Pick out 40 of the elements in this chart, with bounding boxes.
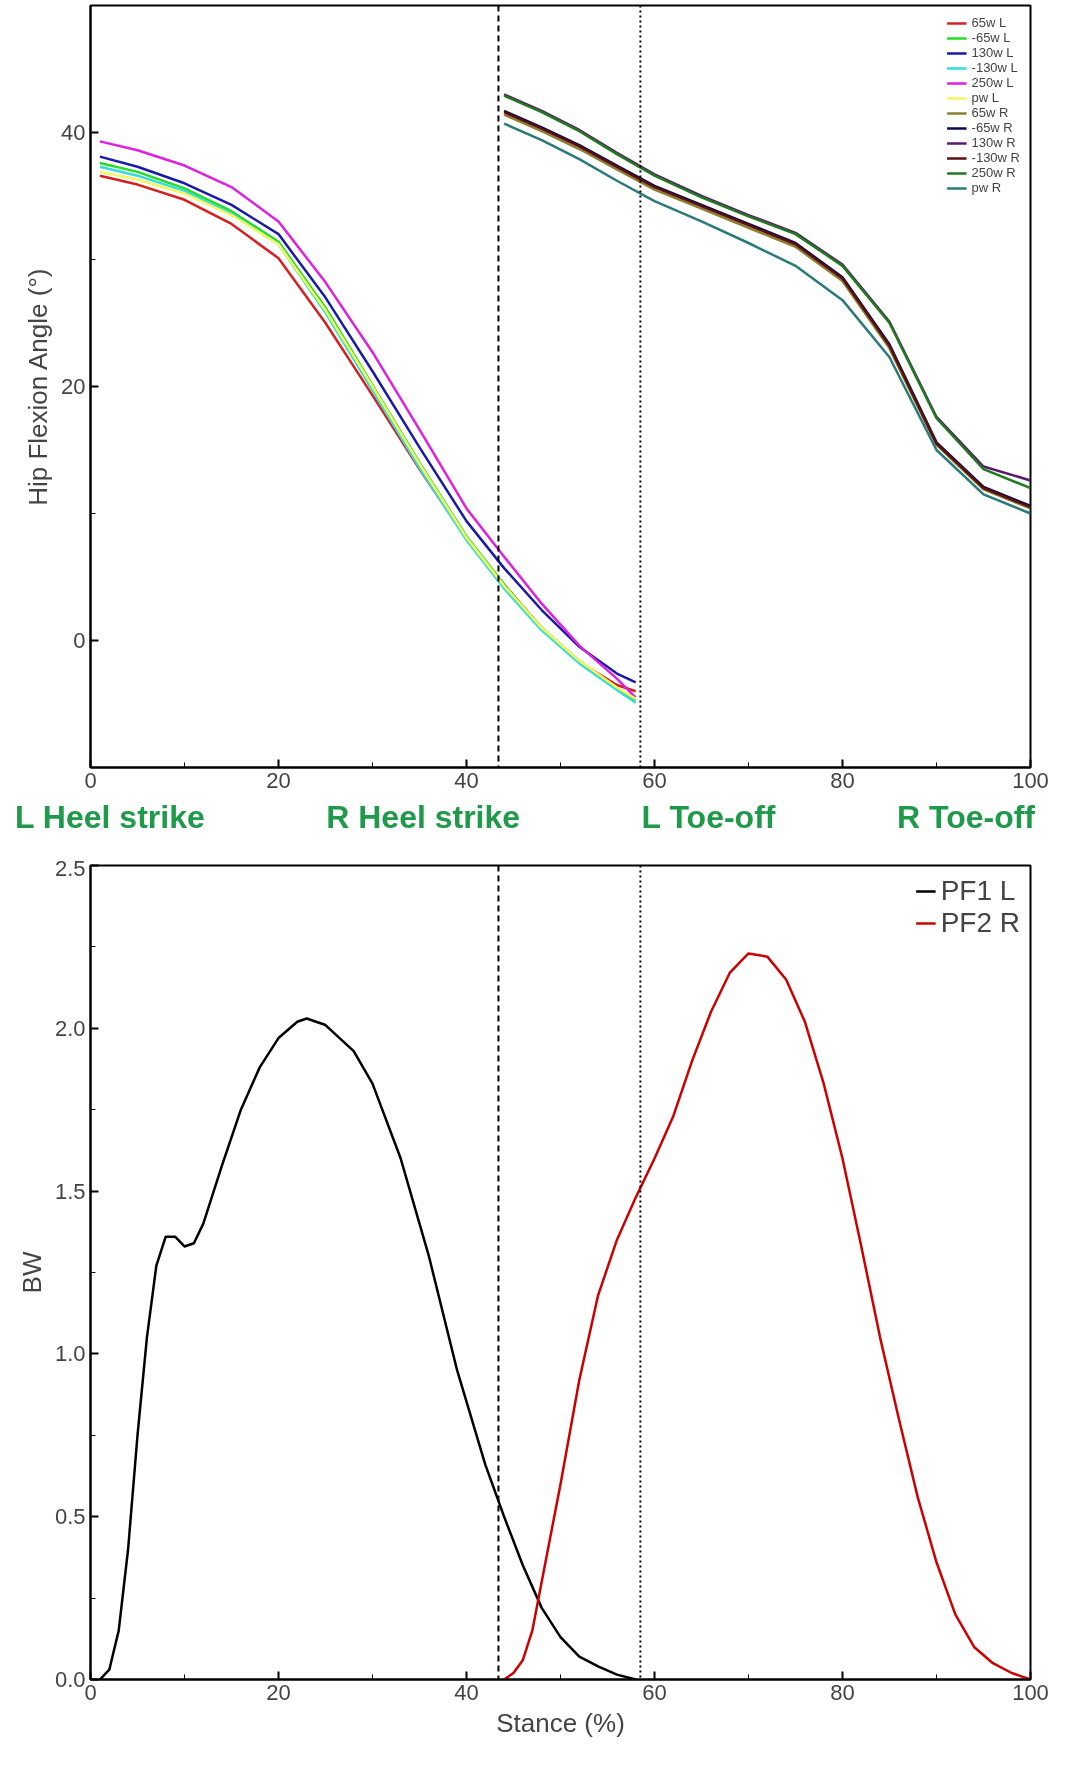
legend-label: 65w L: [971, 15, 1007, 30]
y-tick-label: 0: [73, 628, 86, 653]
x-axis-title: Stance (%): [496, 1707, 625, 1738]
text: R Toe-off: [896, 798, 1035, 837]
legend-label: 130w R: [971, 135, 1016, 150]
legend-label: pw R: [971, 180, 1002, 195]
legend-label: PF2 R: [940, 907, 1020, 939]
legend-label: 130w L: [971, 45, 1014, 60]
y-axis-title: Hip Flexion Angle (°): [23, 268, 54, 506]
x-tick-label: 100: [1012, 1679, 1049, 1705]
text: L Heel strike: [15, 798, 205, 837]
y-tick-label: 2.0: [54, 1015, 86, 1041]
legend-label: 250w L: [971, 75, 1014, 90]
y-tick-label: 20: [61, 374, 86, 399]
y-tick-label: 0.0: [54, 1667, 86, 1692]
text: R Heel strike: [326, 798, 521, 837]
text: L Toe-off: [641, 798, 776, 837]
y-tick-label: 40: [61, 120, 86, 145]
x-tick-label: 100: [1012, 767, 1049, 793]
y-tick-label: 1.5: [54, 1178, 86, 1204]
x-tick-label: 60: [642, 767, 667, 793]
legend-label: -65w R: [971, 120, 1013, 135]
y-tick-label: 2.5: [54, 855, 86, 881]
x-tick-label: 20: [266, 1679, 291, 1705]
x-tick-label: 60: [642, 1679, 667, 1705]
y-tick-label: 0.5: [54, 1504, 86, 1530]
y-axis-title: BW: [16, 1251, 47, 1294]
legend-label: 65w R: [971, 105, 1009, 120]
legend-label: -130w R: [971, 150, 1020, 165]
x-tick-label: 40: [454, 1679, 479, 1705]
legend-label: -65w L: [971, 30, 1011, 45]
legend-label: PF1 L: [940, 875, 1016, 907]
legend-label: -130w L: [971, 60, 1018, 75]
x-tick-label: 80: [830, 1679, 855, 1705]
legend-label: 250w R: [971, 165, 1016, 180]
x-tick-label: 20: [266, 767, 291, 793]
x-tick-label: 40: [454, 767, 479, 793]
x-tick-label: 80: [830, 767, 855, 793]
y-tick-label: 1.0: [54, 1341, 86, 1367]
legend-label: pw L: [971, 90, 1000, 105]
